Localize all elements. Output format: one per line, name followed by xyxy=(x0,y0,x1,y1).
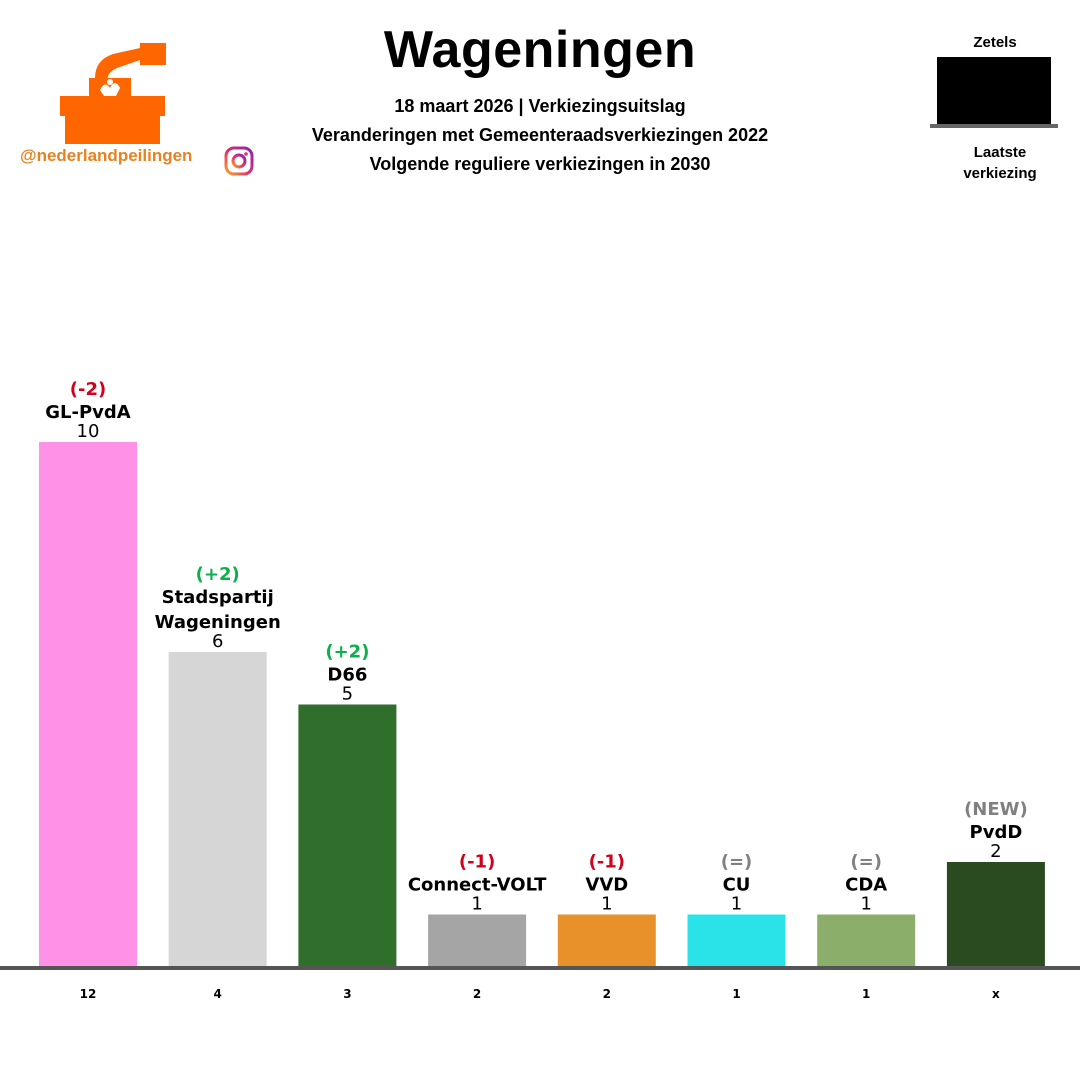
party-name-label: VVD xyxy=(585,875,628,896)
bar xyxy=(687,914,786,967)
seat-change-label: (+2) xyxy=(196,564,240,585)
bar-value-label: 2 xyxy=(990,841,1001,862)
previous-seats-label: x xyxy=(992,987,1000,1001)
bar-value-label: 1 xyxy=(731,894,742,915)
seat-change-label: (+2) xyxy=(325,642,369,663)
bar xyxy=(298,704,397,967)
page-title: Wageningen xyxy=(383,21,697,79)
previous-seats-label: 1 xyxy=(732,987,740,1001)
legend-swatch xyxy=(937,57,1051,124)
previous-seats-label: 2 xyxy=(473,987,481,1001)
legend-last-election-line-2: verkiezing xyxy=(963,165,1037,182)
party-name-label: Wageningen xyxy=(155,612,281,633)
bar xyxy=(946,862,1045,967)
previous-seats-label: 3 xyxy=(343,987,351,1001)
legend-baseline xyxy=(930,124,1058,128)
party-name-label: D66 xyxy=(327,665,367,686)
bar xyxy=(817,914,916,967)
seat-change-label: (-2) xyxy=(70,379,106,400)
bar-value-label: 1 xyxy=(860,894,871,915)
bar xyxy=(39,442,137,967)
bar-value-label: 1 xyxy=(601,894,612,915)
subtitle-next-election: Volgende reguliere verkiezingen in 2030 xyxy=(369,154,711,174)
party-name-label: CU xyxy=(723,875,751,896)
party-name-label: Stadspartij xyxy=(162,587,274,608)
bar xyxy=(428,914,527,967)
instagram-handle: @nederlandpeilingen xyxy=(20,146,193,165)
subtitle-comparison: Veranderingen met Gemeenteraadsverkiezin… xyxy=(311,125,769,145)
bar-value-label: 1 xyxy=(471,894,482,915)
previous-seats-label: 2 xyxy=(603,987,611,1001)
seat-change-label: (-1) xyxy=(589,852,625,873)
previous-seats-label: 12 xyxy=(80,987,97,1001)
party-name-label: CDA xyxy=(845,875,887,896)
previous-seats-label: 1 xyxy=(862,987,870,1001)
bar xyxy=(557,914,656,967)
bar xyxy=(168,652,267,967)
party-name-label: GL-PvdA xyxy=(45,402,131,423)
legend-seats-label: Zetels xyxy=(973,34,1017,51)
instagram-icon xyxy=(224,146,254,176)
bar-value-label: 5 xyxy=(342,684,353,705)
ballot-box-icon xyxy=(60,43,166,144)
subtitle-date: 18 maart 2026 | Verkiezingsuitslag xyxy=(394,96,686,116)
seat-change-label: (=) xyxy=(850,852,882,873)
seat-change-label: (=) xyxy=(721,852,753,873)
bar-value-label: 6 xyxy=(212,631,223,652)
seat-change-label: (-1) xyxy=(459,852,495,873)
bar-value-label: 10 xyxy=(77,421,100,442)
party-name-label: PvdD xyxy=(970,822,1023,843)
legend-last-election-label: Laatste verkiezing xyxy=(930,142,1070,184)
seat-change-label: (NEW) xyxy=(964,799,1028,820)
previous-seats-label: 4 xyxy=(214,987,222,1001)
legend-last-election-line-1: Laatste xyxy=(973,144,1027,161)
party-name-label: Connect-VOLT xyxy=(408,875,547,896)
chart-baseline xyxy=(0,966,1080,970)
